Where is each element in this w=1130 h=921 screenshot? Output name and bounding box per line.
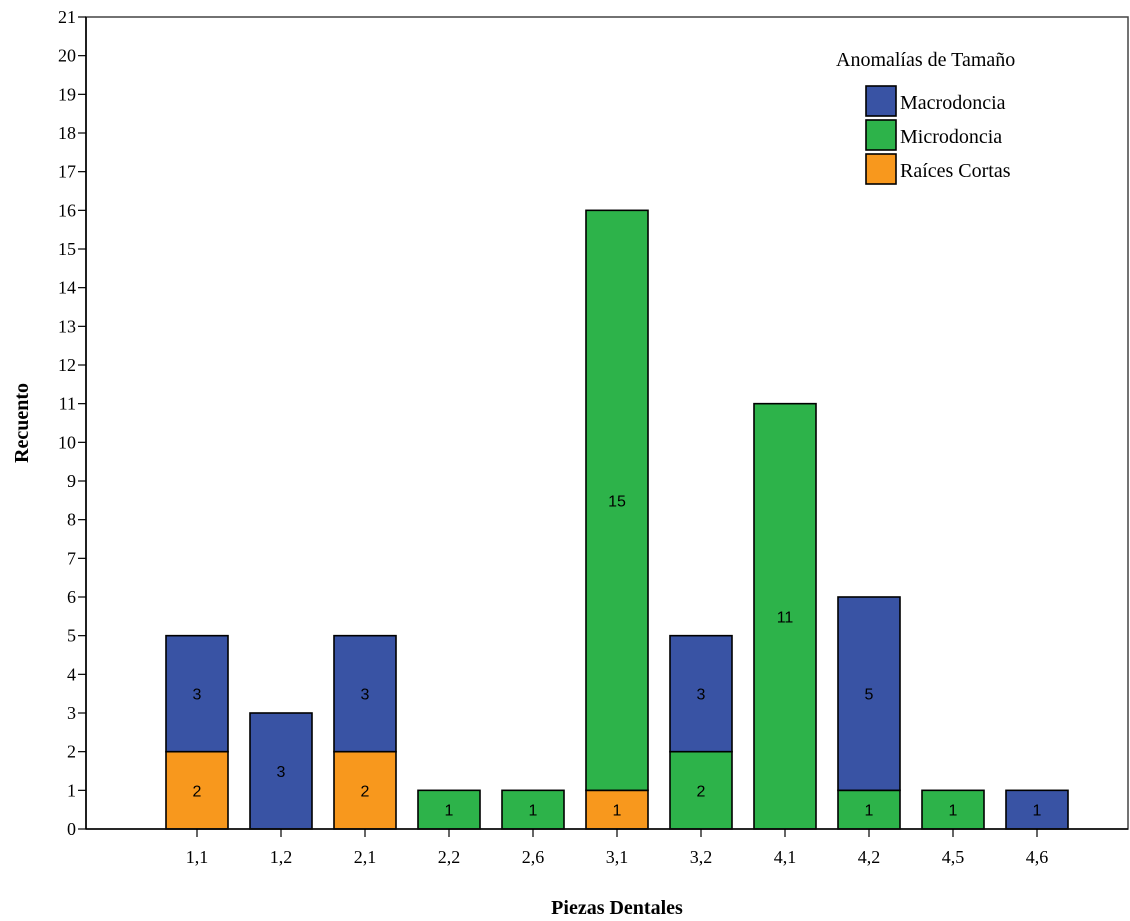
bar-3-2-series-2 bbox=[669, 634, 733, 753]
y-tick-label-7: 7 bbox=[67, 548, 76, 568]
bar-2-1-series-2 bbox=[333, 634, 397, 753]
data-label-1-1-series-0: 2 bbox=[193, 783, 202, 800]
x-tick-label-4-1: 4,1 bbox=[774, 847, 797, 867]
x-tick-label-4-2: 4,2 bbox=[858, 847, 881, 867]
bar-4-5-series-1 bbox=[921, 789, 985, 830]
data-label-2-1-series-0: 2 bbox=[361, 783, 370, 800]
x-tick-label-2-1: 2,1 bbox=[354, 847, 377, 867]
y-tick-label-19: 19 bbox=[58, 84, 76, 104]
y-tick-label-0: 0 bbox=[67, 819, 76, 839]
data-label-2-1-series-2: 3 bbox=[361, 687, 370, 704]
axes-group bbox=[85, 16, 1129, 830]
bar-2-6-series-1 bbox=[501, 789, 565, 830]
legend-label-microdoncia: Microdoncia bbox=[900, 126, 1002, 148]
y-tick-label-2: 2 bbox=[67, 742, 76, 762]
data-label-4-2-series-1: 1 bbox=[865, 803, 874, 820]
bar-3-1-series-0 bbox=[585, 789, 649, 830]
x-tick-label-2-6: 2,6 bbox=[522, 847, 545, 867]
x-tick-label-2-2: 2,2 bbox=[438, 847, 461, 867]
y-tick-label-1: 1 bbox=[67, 780, 76, 800]
y-tick-label-11: 11 bbox=[59, 394, 76, 414]
y-tick-label-5: 5 bbox=[67, 626, 76, 646]
x-tick-label-3-2: 3,2 bbox=[690, 847, 713, 867]
y-tick-label-15: 15 bbox=[58, 239, 76, 259]
y-tick-label-21: 21 bbox=[58, 7, 76, 27]
x-tick-label-1-2: 1,2 bbox=[270, 847, 293, 867]
data-label-2-2-series-1: 1 bbox=[445, 803, 454, 820]
data-label-2-6-series-1: 1 bbox=[529, 803, 538, 820]
y-tick-label-14: 14 bbox=[58, 278, 76, 298]
x-tick-label-1-1: 1,1 bbox=[186, 847, 209, 867]
y-tick-label-13: 13 bbox=[58, 316, 76, 336]
y-tick-label-10: 10 bbox=[58, 432, 76, 452]
y-tick-label-16: 16 bbox=[58, 200, 76, 220]
y-tick-label-8: 8 bbox=[67, 510, 76, 530]
legend-items: Macrodoncia Microdoncia Raíces Cortas bbox=[865, 85, 1011, 185]
bar-1-2-series-2 bbox=[249, 712, 313, 830]
data-label-3-1-series-0: 1 bbox=[613, 803, 622, 820]
y-tick-label-12: 12 bbox=[58, 355, 76, 375]
data-label-4-6-series-2: 1 bbox=[1033, 803, 1042, 820]
data-label-3-2-series-2: 3 bbox=[697, 687, 706, 704]
x-tick-label-4-5: 4,5 bbox=[942, 847, 965, 867]
y-tick-label-9: 9 bbox=[67, 471, 76, 491]
y-tick-label-4: 4 bbox=[67, 664, 76, 684]
bars-group bbox=[165, 209, 1069, 830]
bar-3-1-series-1 bbox=[585, 209, 649, 792]
x-tick-label-3-1: 3,1 bbox=[606, 847, 629, 867]
legend: Anomalías de Tamaño Macrodoncia Microdonc… bbox=[836, 49, 1015, 185]
legend-label-raices-cortas: Raíces Cortas bbox=[900, 160, 1011, 182]
data-label-3-2-series-1: 2 bbox=[697, 783, 706, 800]
y-tick-label-17: 17 bbox=[58, 162, 76, 182]
bar-4-2-series-2 bbox=[837, 596, 901, 792]
data-label-1-1-series-2: 3 bbox=[193, 687, 202, 704]
y-axis-title: Recuento bbox=[11, 383, 33, 463]
y-tick-label-18: 18 bbox=[58, 123, 76, 143]
bar-4-1-series-1 bbox=[753, 402, 817, 830]
data-label-1-2-series-2: 3 bbox=[277, 764, 286, 781]
legend-title: Anomalías de Tamaño bbox=[836, 49, 1015, 71]
x-axis-title: Piezas Dentales bbox=[551, 897, 683, 919]
bar-4-2-series-1 bbox=[837, 789, 901, 830]
data-label-4-1-series-1: 11 bbox=[777, 609, 794, 626]
y-tick-label-6: 6 bbox=[67, 587, 76, 607]
x-ticks-group: 1,1 1,2 2,1 2,2 2,6 3,1 3,2 4,1 4,2 4,5 4,6 bbox=[186, 829, 1049, 867]
legend-label-macrodoncia: Macrodoncia bbox=[900, 92, 1006, 114]
y-tick-label-3: 3 bbox=[67, 703, 76, 723]
data-label-3-1-series-1: 15 bbox=[608, 493, 626, 510]
bar-4-6-series-2 bbox=[1005, 789, 1069, 830]
bar-1-1-series-0 bbox=[165, 750, 229, 830]
bar-1-1-series-2 bbox=[165, 634, 229, 753]
x-tick-label-4-6: 4,6 bbox=[1026, 847, 1049, 867]
legend-swatch-raices-cortas bbox=[865, 153, 897, 185]
data-label-4-2-series-2: 5 bbox=[865, 687, 874, 704]
legend-swatch-microdoncia bbox=[865, 119, 897, 151]
data-label-4-5-series-1: 1 bbox=[949, 803, 958, 820]
legend-swatch-macrodoncia bbox=[865, 85, 897, 117]
y-tick-label-20: 20 bbox=[58, 46, 76, 66]
